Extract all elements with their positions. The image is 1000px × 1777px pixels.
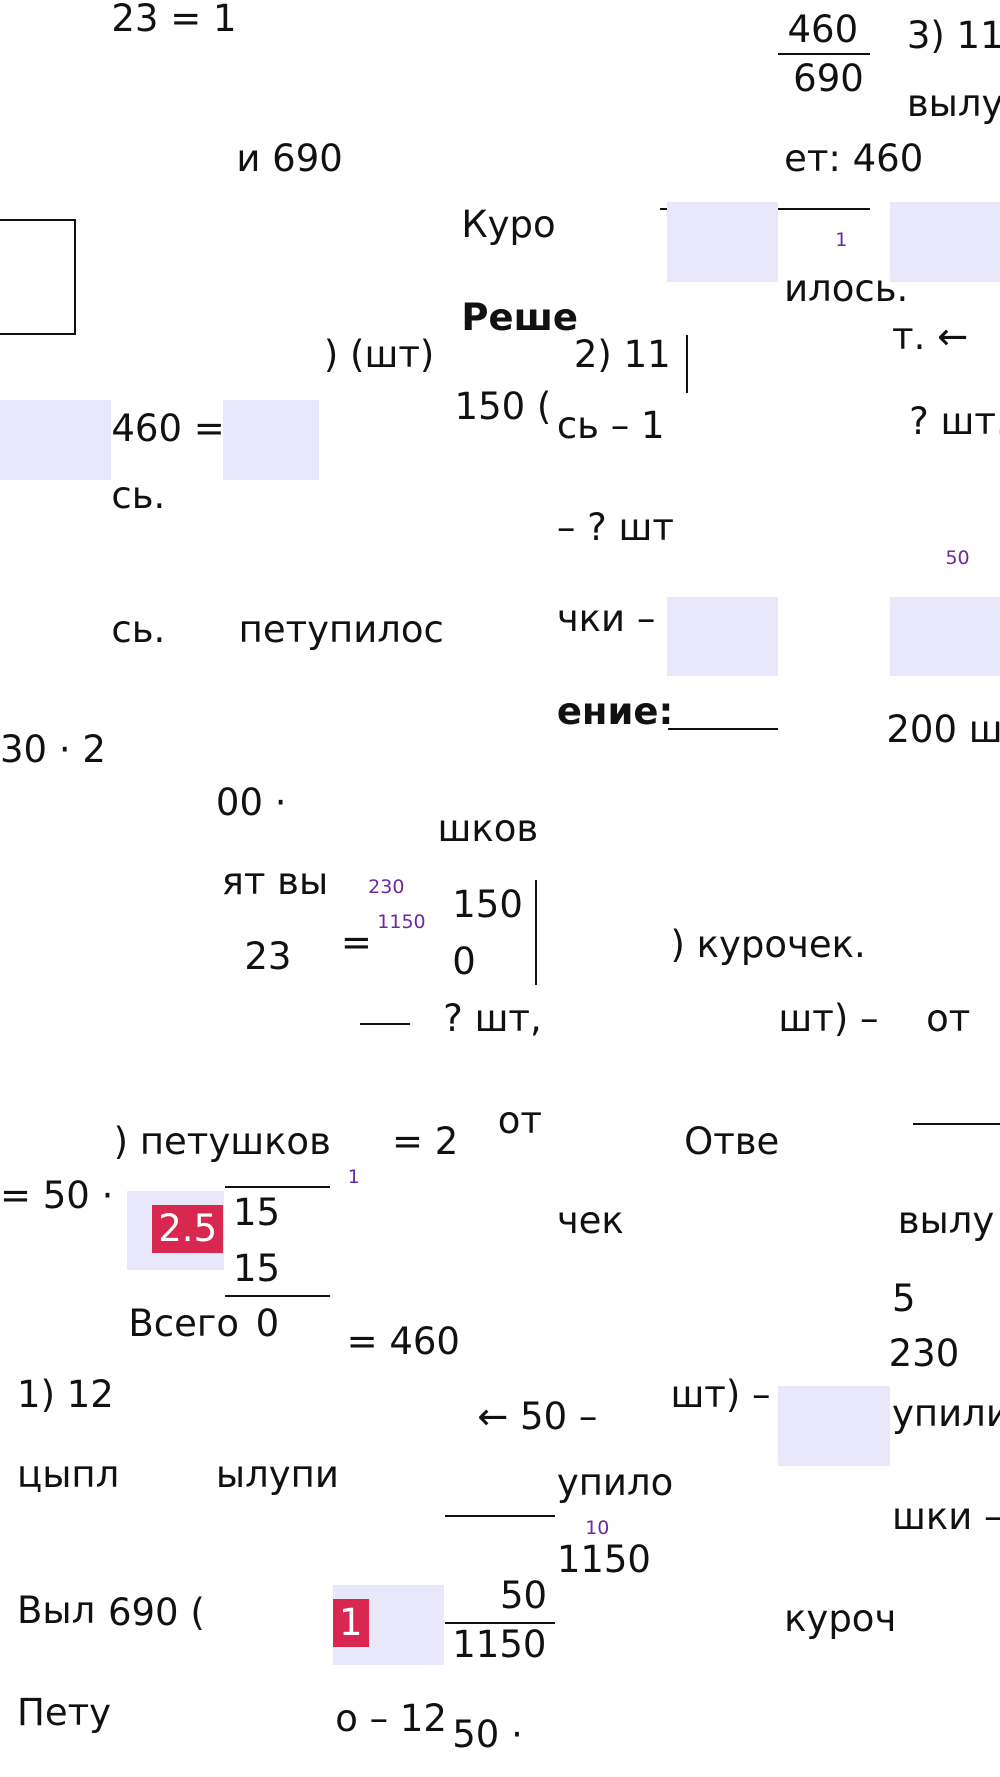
text-fragment: сь.	[111, 608, 166, 652]
text-fragment: 00 ·	[215, 781, 287, 825]
answer-box[interactable]	[667, 596, 779, 677]
text-fragment: 3) 11	[906, 14, 1000, 58]
badge: 2.5	[152, 1204, 224, 1253]
text-fragment: ет: 460	[784, 136, 924, 180]
text-fragment: ) (шт)	[323, 333, 435, 377]
text-fragment: вылу	[906, 82, 1000, 126]
text-fragment: 690 (	[107, 1591, 205, 1635]
text-fragment: ) петушков	[113, 1119, 331, 1163]
fraction-bar	[225, 1186, 330, 1188]
text-fragment: шт) –	[778, 997, 879, 1040]
text-fragment: 50 ·	[452, 1712, 523, 1756]
text-fragment: и 690	[236, 136, 343, 180]
text-fragment: ылупи	[215, 1452, 339, 1496]
text-fragment: = 50 ·	[0, 1174, 114, 1218]
text-fragment: 5	[892, 1276, 916, 1320]
text-fragment: = 460	[346, 1319, 460, 1363]
text-fragment: 0	[452, 940, 476, 984]
text-fragment: 690	[793, 57, 864, 101]
division-line	[686, 335, 688, 393]
text-fragment: 23	[244, 934, 292, 978]
text-fragment: 1150	[452, 1623, 547, 1667]
text-fragment: сь.	[111, 474, 166, 518]
fraction-bar	[913, 1123, 1000, 1125]
text-fragment: упили	[892, 1392, 1000, 1436]
fraction-bar	[360, 1023, 410, 1025]
text-fragment: цыпл	[17, 1452, 120, 1496]
text-fragment: ят вы	[221, 859, 329, 903]
text-fragment: чки –	[556, 597, 656, 640]
text-fragment: =	[340, 920, 372, 964]
text-fragment: Реше	[461, 295, 578, 339]
text-fragment: ) курочек.	[670, 923, 866, 967]
text-fragment: 150 (	[454, 384, 552, 428]
fraction-bar	[445, 1622, 555, 1624]
text-fragment: ? шт.	[909, 400, 1000, 444]
text-fragment: куроч	[784, 1597, 897, 1640]
text-fragment: 200 шт	[886, 708, 1000, 752]
text-fragment: шков	[437, 807, 539, 851]
text-fragment: 15	[232, 1191, 281, 1235]
text-fragment: 230	[888, 1332, 960, 1376]
answer-box[interactable]	[0, 400, 112, 480]
note: 10	[585, 1517, 610, 1540]
note: 230	[368, 876, 405, 899]
answer-box[interactable]	[889, 596, 1000, 677]
text-fragment: Отве	[684, 1119, 780, 1163]
note: 50	[945, 546, 970, 569]
text-fragment: Куро	[461, 202, 556, 246]
answer-box[interactable]	[222, 400, 320, 480]
text-fragment: 460	[787, 8, 859, 52]
text-fragment: 0	[255, 1301, 280, 1345]
fraction-bar	[668, 728, 778, 730]
text-fragment: ← 50 –	[477, 1394, 598, 1438]
answer-box[interactable]	[667, 202, 779, 282]
fraction-bar	[778, 53, 870, 55]
note: 1	[347, 1166, 360, 1189]
text-fragment: 1150	[556, 1537, 651, 1581]
outline-box	[0, 219, 76, 335]
answer-box[interactable]	[889, 202, 1000, 282]
text-fragment: петупилос	[238, 608, 444, 652]
text-fragment: 15	[232, 1247, 281, 1290]
text-fragment: вылу	[897, 1199, 995, 1243]
text-fragment: Выл	[17, 1589, 96, 1633]
text-fragment: сь – 1	[556, 403, 665, 447]
text-fragment: 50	[500, 1574, 548, 1618]
text-fragment: 150	[452, 883, 523, 927]
text-fragment: от	[926, 997, 971, 1040]
text-fragment: т. ←	[892, 315, 969, 359]
badge: 1	[332, 1598, 369, 1647]
text-fragment: 1) 12	[17, 1373, 114, 1417]
text-fragment: 23 = 1	[111, 0, 237, 40]
note: 1150	[377, 910, 426, 933]
text-fragment: 460 =	[111, 407, 225, 451]
text-fragment: о – 12	[335, 1697, 447, 1740]
text-fragment: чек	[556, 1199, 624, 1243]
text-fragment: ? шт,	[443, 997, 542, 1040]
text-fragment: Пету	[17, 1691, 112, 1735]
text-fragment: шки –	[892, 1494, 1000, 1538]
fraction-bar	[445, 1515, 555, 1517]
division-line	[535, 880, 537, 985]
text-fragment: 30 · 2	[0, 727, 106, 771]
text-fragment: ение:	[556, 690, 674, 734]
text-fragment: шт) –	[670, 1373, 771, 1417]
fraction-bar	[225, 1295, 330, 1297]
note: 1	[835, 228, 848, 251]
answer-box[interactable]	[778, 1386, 890, 1466]
text-fragment: от	[497, 1099, 542, 1143]
text-fragment: = 2	[392, 1119, 459, 1163]
text-fragment: 2) 11	[573, 333, 671, 377]
text-fragment: – ? шт	[556, 506, 674, 550]
text-fragment: Всего	[128, 1301, 239, 1345]
text-fragment: илось.	[784, 267, 909, 311]
text-fragment: упило	[556, 1460, 674, 1504]
